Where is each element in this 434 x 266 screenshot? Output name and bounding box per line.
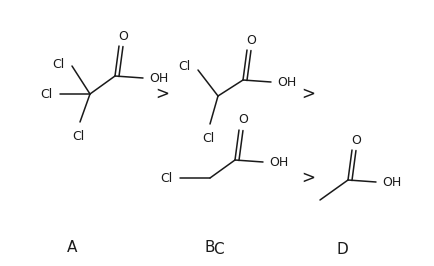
Text: O: O: [351, 134, 361, 147]
Text: >: >: [155, 85, 169, 103]
Text: OH: OH: [149, 72, 169, 85]
Text: C: C: [213, 243, 224, 257]
Text: A: A: [67, 240, 77, 256]
Text: Cl: Cl: [202, 131, 214, 144]
Text: Cl: Cl: [72, 130, 84, 143]
Text: OH: OH: [382, 176, 401, 189]
Text: O: O: [238, 114, 248, 127]
Text: >: >: [301, 169, 315, 187]
Text: >: >: [301, 85, 315, 103]
Text: Cl: Cl: [52, 57, 64, 70]
Text: Cl: Cl: [160, 172, 172, 185]
Text: OH: OH: [277, 76, 296, 89]
Text: B: B: [205, 240, 215, 256]
Text: O: O: [118, 30, 128, 43]
Text: D: D: [336, 243, 348, 257]
Text: OH: OH: [270, 156, 289, 168]
Text: Cl: Cl: [178, 60, 190, 73]
Text: O: O: [246, 34, 256, 47]
Text: Cl: Cl: [40, 88, 52, 101]
